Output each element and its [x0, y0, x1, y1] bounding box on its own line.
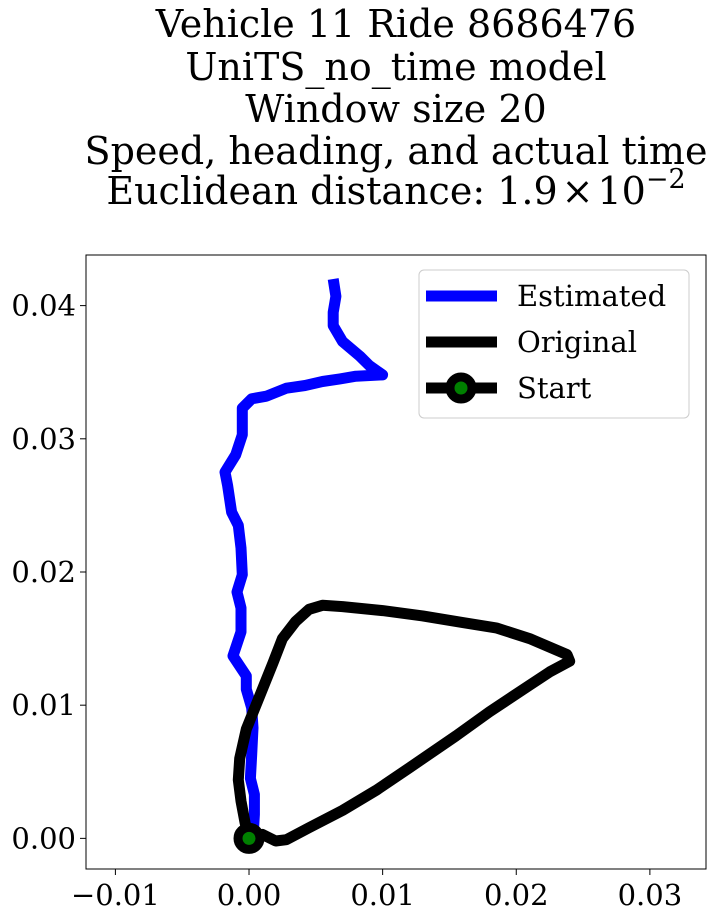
x-axis: −0.01 0.00 0.01 0.02 0.03 — [71, 869, 682, 912]
x-tick-label: 0.02 — [484, 878, 549, 912]
title-times-sign: × — [562, 169, 594, 213]
chart-title: Vehicle 11 Ride 8686476 UniTS_no_time mo… — [85, 2, 708, 213]
legend-swatch-start-marker — [445, 372, 477, 404]
legend-label-start: Start — [517, 371, 592, 405]
title-distance-prefix: Euclidean distance: 1.9 — [106, 169, 557, 213]
y-tick-label: 0.02 — [11, 555, 76, 589]
title-line-2: UniTS_no_time model — [185, 45, 606, 90]
title-line-5: Euclidean distance: 1.9 × 10−2 — [106, 164, 685, 213]
y-axis: 0.00 0.01 0.02 0.03 0.04 — [11, 289, 86, 855]
plot-frame — [85, 254, 707, 870]
x-tick-label: 0.03 — [618, 878, 683, 912]
x-tick-label: 0.01 — [350, 878, 415, 912]
y-tick-label: 0.00 — [11, 821, 76, 855]
y-tick-label: 0.04 — [11, 289, 76, 323]
x-tick-label: −0.01 — [71, 878, 160, 912]
legend: Estimated Original Start — [418, 269, 690, 419]
title-exponent: −2 — [646, 164, 686, 195]
x-tick-label: 0.00 — [217, 878, 282, 912]
legend-label-original: Original — [517, 325, 637, 359]
title-line-3: Window size 20 — [245, 87, 546, 131]
legend-label-estimated: Estimated — [517, 279, 666, 313]
y-tick-label: 0.01 — [11, 688, 76, 722]
y-tick-label: 0.03 — [11, 422, 76, 456]
plot-area — [219, 278, 576, 854]
title-line-1: Vehicle 11 Ride 8686476 — [155, 2, 636, 46]
title-line-4: Speed, heading, and actual time — [85, 129, 708, 173]
title-base: 10 — [597, 169, 645, 213]
series-original-line — [232, 599, 576, 847]
legend-box — [418, 269, 690, 419]
start-marker — [233, 822, 265, 854]
series-estimated-line — [219, 278, 389, 839]
